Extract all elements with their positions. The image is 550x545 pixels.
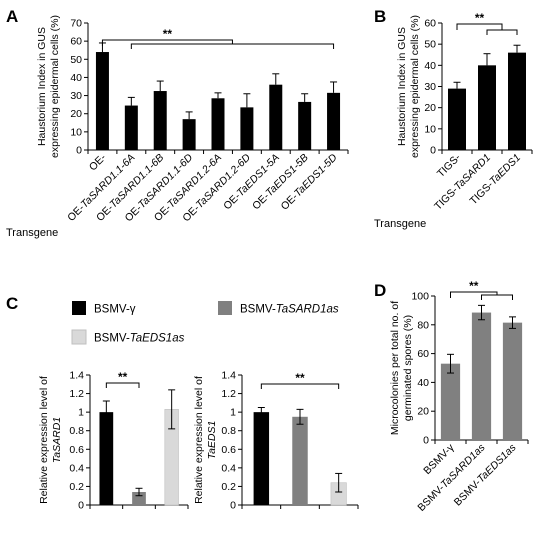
bar bbox=[508, 52, 526, 151]
y-tick-label: 60 bbox=[70, 36, 82, 48]
legend-swatch bbox=[71, 329, 87, 345]
bar bbox=[292, 416, 308, 505]
bar bbox=[298, 101, 312, 150]
y-tick-label: 1.2 bbox=[69, 388, 84, 400]
significance-label: ** bbox=[295, 371, 305, 385]
significance-sub-bracket bbox=[130, 43, 335, 49]
significance-bracket bbox=[456, 23, 503, 30]
significance-bracket bbox=[101, 39, 233, 46]
x-category-label: OE- bbox=[87, 151, 109, 173]
y-tick-label: 20 bbox=[424, 102, 436, 114]
significance-bracket bbox=[450, 291, 498, 298]
x-axis-title-b: Transgene bbox=[374, 218, 426, 230]
y-tick-label: 40 bbox=[424, 60, 436, 72]
bar bbox=[253, 412, 270, 505]
y-tick-label: 50 bbox=[424, 39, 436, 51]
significance-sub-bracket bbox=[481, 294, 513, 300]
y-tick-label: 70 bbox=[70, 18, 82, 30]
y-tick-label: 1.4 bbox=[69, 370, 84, 382]
bar bbox=[471, 312, 492, 440]
significance-label: ** bbox=[475, 11, 485, 25]
x-category-label: TIGS- bbox=[435, 151, 464, 180]
y-tick-label: 1.2 bbox=[221, 388, 236, 400]
bar bbox=[240, 107, 254, 150]
y-tick-label: 30 bbox=[70, 90, 82, 102]
bar bbox=[478, 65, 496, 150]
y-axis-label: Haustorium Index in GUSexpressing epider… bbox=[396, 15, 421, 158]
y-tick-label: 0 bbox=[230, 500, 236, 512]
x-axis-title-a: Transgene bbox=[6, 227, 58, 239]
panel-label-c: C bbox=[6, 294, 18, 313]
y-tick-label: 60 bbox=[417, 348, 429, 360]
bar bbox=[95, 52, 109, 150]
significance-label: ** bbox=[118, 370, 128, 384]
significance-label: ** bbox=[163, 27, 173, 41]
chart-D: 020406080100BSMV-γBSMV-TaSARD1asBSMV-TaE… bbox=[389, 279, 529, 514]
chart-B: 0102030405060TIGS-TIGS-TaSARD1TIGS-TaEDS… bbox=[396, 11, 533, 213]
legend-label: BSMV-TaSARD1as bbox=[240, 304, 339, 316]
y-tick-label: 0 bbox=[423, 435, 429, 447]
y-tick-label: 0.8 bbox=[221, 425, 236, 437]
chart-C1: 0 0.2 0.4 0.6 0.8 1 1.2 1.4 Relative expression … bbox=[38, 370, 189, 512]
y-tick-label: 30 bbox=[424, 81, 436, 93]
y-tick-label: 0.2 bbox=[69, 481, 84, 493]
significance-bracket bbox=[260, 383, 340, 389]
y-axis-label: Relative expression level ofTaEDS1 bbox=[193, 376, 218, 504]
y-tick-label: 1.4 bbox=[221, 370, 236, 382]
bar bbox=[502, 322, 523, 440]
significance-label: ** bbox=[469, 279, 479, 293]
y-tick-label: 80 bbox=[417, 319, 429, 331]
y-tick-label: 0.8 bbox=[69, 425, 84, 437]
y-tick-label: 1 bbox=[230, 407, 236, 419]
y-tick-label: 1 bbox=[78, 407, 84, 419]
panel-label-b: B bbox=[374, 7, 386, 26]
bar bbox=[99, 412, 114, 505]
legend-swatch bbox=[218, 301, 232, 315]
legend-label: BSMV-TaEDS1as bbox=[94, 333, 185, 345]
y-tick-label: 0 bbox=[78, 500, 84, 512]
y-tick-label: 50 bbox=[70, 54, 82, 66]
y-tick-label: 0.6 bbox=[221, 444, 236, 456]
legend-swatch bbox=[72, 301, 86, 315]
panel-label-a: A bbox=[6, 7, 18, 26]
bar bbox=[153, 91, 167, 150]
y-tick-label: 40 bbox=[417, 377, 429, 389]
y-axis-label: Haustorium Index in GUSexpressing epider… bbox=[36, 15, 61, 158]
bar bbox=[327, 92, 341, 150]
y-tick-label: 0.4 bbox=[69, 462, 84, 474]
bar bbox=[440, 363, 461, 440]
chart-A: 010203040506070OE-OE-TaSARD1.1-6AOE-TaSA… bbox=[36, 15, 349, 224]
significance-sub-bracket bbox=[486, 29, 518, 35]
bar bbox=[182, 119, 196, 150]
significance-bracket bbox=[105, 382, 140, 388]
bar bbox=[448, 88, 466, 150]
y-tick-label: 10 bbox=[70, 126, 82, 138]
y-tick-label: 40 bbox=[70, 72, 82, 84]
bar bbox=[211, 98, 225, 150]
y-tick-label: 0.6 bbox=[69, 444, 84, 456]
y-tick-label: 60 bbox=[424, 18, 436, 30]
y-axis-label: Microcolonies per total no. ofgerminated… bbox=[389, 301, 414, 435]
bar bbox=[124, 105, 138, 150]
y-tick-label: 100 bbox=[411, 291, 429, 303]
y-tick-label: 10 bbox=[424, 123, 436, 135]
y-tick-label: 0.4 bbox=[221, 462, 236, 474]
y-tick-label: 20 bbox=[70, 108, 82, 120]
bar bbox=[269, 84, 283, 150]
panel-label-d: D bbox=[374, 281, 386, 300]
legend-label: BSMV-γ bbox=[94, 304, 136, 316]
y-tick-label: 0 bbox=[76, 145, 82, 157]
y-tick-label: 0 bbox=[430, 145, 436, 157]
y-tick-label: 20 bbox=[417, 406, 429, 418]
y-axis-label: Relative expression level ofTaSARD1 bbox=[38, 376, 63, 504]
y-tick-label: 0.2 bbox=[221, 481, 236, 493]
